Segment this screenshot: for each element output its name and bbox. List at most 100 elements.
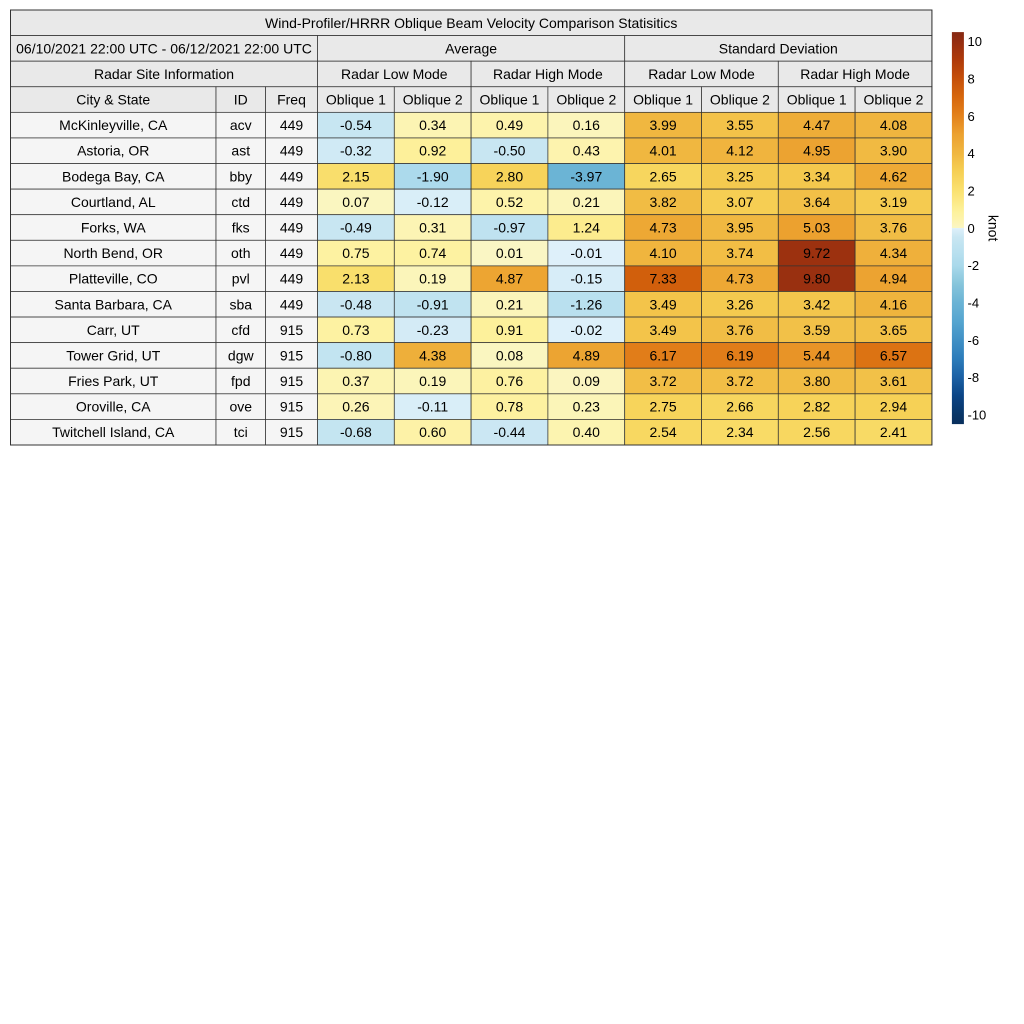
svg-text:-0.54: -0.54 <box>340 117 372 133</box>
svg-text:-4: -4 <box>968 295 980 310</box>
svg-text:0.49: 0.49 <box>496 117 523 133</box>
svg-text:2.66: 2.66 <box>726 399 753 415</box>
svg-text:Oblique 2: Oblique 2 <box>864 92 924 108</box>
svg-text:fks: fks <box>232 220 250 236</box>
svg-text:Platteville, CO: Platteville, CO <box>69 271 158 287</box>
svg-text:Average: Average <box>445 40 497 56</box>
svg-text:4.10: 4.10 <box>649 245 676 261</box>
svg-text:3.61: 3.61 <box>880 373 907 389</box>
svg-text:6: 6 <box>968 109 975 124</box>
svg-text:Radar High Mode: Radar High Mode <box>493 66 603 82</box>
svg-text:2.13: 2.13 <box>342 271 369 287</box>
svg-text:-0.44: -0.44 <box>494 424 526 440</box>
svg-text:fpd: fpd <box>231 373 250 389</box>
svg-text:-0.48: -0.48 <box>340 296 372 312</box>
svg-text:0.43: 0.43 <box>573 143 600 159</box>
svg-text:0.19: 0.19 <box>419 373 446 389</box>
svg-text:4.89: 4.89 <box>573 347 600 363</box>
svg-text:3.26: 3.26 <box>726 296 753 312</box>
svg-text:2: 2 <box>968 183 975 198</box>
svg-text:sba: sba <box>229 296 252 312</box>
svg-text:0.73: 0.73 <box>342 322 369 338</box>
svg-text:6.57: 6.57 <box>880 347 907 363</box>
svg-text:dgw: dgw <box>228 347 255 363</box>
svg-text:0.21: 0.21 <box>496 296 523 312</box>
svg-text:Astoria, OR: Astoria, OR <box>77 143 149 159</box>
svg-text:Standard Deviation: Standard Deviation <box>719 40 838 56</box>
svg-text:-0.50: -0.50 <box>494 143 526 159</box>
svg-text:ctd: ctd <box>231 194 250 210</box>
svg-text:0.21: 0.21 <box>573 194 600 210</box>
svg-text:449: 449 <box>280 143 304 159</box>
svg-text:1.24: 1.24 <box>573 220 600 236</box>
svg-text:3.49: 3.49 <box>649 296 676 312</box>
svg-text:acv: acv <box>230 117 252 133</box>
svg-text:0.75: 0.75 <box>342 245 369 261</box>
svg-text:0.34: 0.34 <box>419 117 446 133</box>
svg-text:Wind-Profiler/HRRR Oblique Bea: Wind-Profiler/HRRR Oblique Beam Velocity… <box>265 15 677 31</box>
svg-text:3.95: 3.95 <box>726 220 753 236</box>
svg-text:McKinleyville, CA: McKinleyville, CA <box>59 117 168 133</box>
svg-text:-0.68: -0.68 <box>340 424 372 440</box>
svg-text:0.40: 0.40 <box>573 424 600 440</box>
svg-text:10: 10 <box>968 34 982 49</box>
svg-text:3.76: 3.76 <box>880 220 907 236</box>
svg-text:-2: -2 <box>968 258 980 273</box>
svg-text:0.26: 0.26 <box>342 399 369 415</box>
svg-text:tci: tci <box>234 424 248 440</box>
svg-text:Bodega Bay, CA: Bodega Bay, CA <box>62 168 165 184</box>
svg-text:ast: ast <box>231 143 250 159</box>
svg-text:Radar Low Mode: Radar Low Mode <box>341 66 448 82</box>
svg-text:oth: oth <box>231 245 250 261</box>
svg-text:6.17: 6.17 <box>649 347 676 363</box>
svg-text:-1.26: -1.26 <box>570 296 602 312</box>
svg-text:-3.97: -3.97 <box>570 168 602 184</box>
svg-text:0.92: 0.92 <box>419 143 446 159</box>
svg-text:3.64: 3.64 <box>803 194 830 210</box>
svg-text:Radar High Mode: Radar High Mode <box>800 66 910 82</box>
svg-text:3.19: 3.19 <box>880 194 907 210</box>
svg-text:Carr, UT: Carr, UT <box>87 322 140 338</box>
svg-text:0.19: 0.19 <box>419 271 446 287</box>
svg-text:915: 915 <box>280 373 304 389</box>
svg-text:2.56: 2.56 <box>803 424 830 440</box>
svg-text:06/10/2021 22:00 UTC - 06/12/2: 06/10/2021 22:00 UTC - 06/12/2021 22:00 … <box>16 40 312 56</box>
svg-text:-0.32: -0.32 <box>340 143 372 159</box>
svg-text:449: 449 <box>280 220 304 236</box>
svg-text:449: 449 <box>280 271 304 287</box>
svg-text:3.99: 3.99 <box>649 117 676 133</box>
svg-text:-0.11: -0.11 <box>417 399 448 415</box>
svg-text:9.72: 9.72 <box>803 245 830 261</box>
svg-text:2.94: 2.94 <box>880 399 907 415</box>
svg-text:915: 915 <box>280 399 304 415</box>
svg-text:2.80: 2.80 <box>496 168 523 184</box>
svg-text:Oblique 2: Oblique 2 <box>403 92 463 108</box>
svg-text:Santa Barbara, CA: Santa Barbara, CA <box>54 296 172 312</box>
svg-text:5.03: 5.03 <box>803 220 830 236</box>
svg-text:4.73: 4.73 <box>649 220 676 236</box>
svg-text:Freq: Freq <box>277 92 306 108</box>
svg-text:0.31: 0.31 <box>419 220 446 236</box>
svg-text:0.09: 0.09 <box>573 373 600 389</box>
svg-text:6.19: 6.19 <box>726 347 753 363</box>
svg-text:-1.90: -1.90 <box>417 168 449 184</box>
svg-text:4.94: 4.94 <box>880 271 907 287</box>
svg-text:4.08: 4.08 <box>880 117 907 133</box>
svg-text:449: 449 <box>280 168 304 184</box>
svg-text:-0.01: -0.01 <box>570 245 602 261</box>
svg-text:4.73: 4.73 <box>726 271 753 287</box>
svg-text:-0.12: -0.12 <box>417 194 449 210</box>
svg-text:Tower Grid, UT: Tower Grid, UT <box>66 347 161 363</box>
svg-text:2.65: 2.65 <box>649 168 676 184</box>
svg-text:3.90: 3.90 <box>880 143 907 159</box>
svg-text:3.74: 3.74 <box>726 245 753 261</box>
svg-text:3.34: 3.34 <box>803 168 830 184</box>
svg-text:3.76: 3.76 <box>726 322 753 338</box>
svg-text:3.55: 3.55 <box>726 117 753 133</box>
svg-text:7.33: 7.33 <box>649 271 676 287</box>
svg-text:ID: ID <box>234 92 248 108</box>
svg-text:-10: -10 <box>968 407 987 422</box>
svg-text:0: 0 <box>968 221 975 236</box>
svg-text:Oblique 2: Oblique 2 <box>556 92 616 108</box>
svg-text:-8: -8 <box>968 370 980 385</box>
